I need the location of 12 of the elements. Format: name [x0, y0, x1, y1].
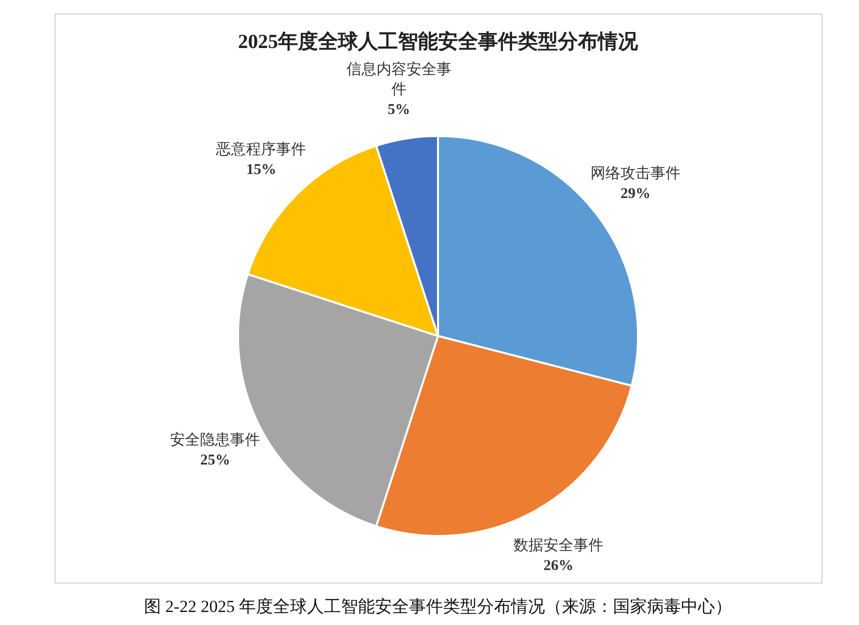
data-label: 5%: [388, 102, 410, 118]
slice-label: 恶意程序事件: [215, 140, 306, 158]
caption: 图 2-22 2025 年度全球人工智能安全事件类型分布情况（来源：国家病毒中心）: [144, 597, 732, 616]
data-label: 15%: [246, 162, 276, 178]
slice-label: 信息内容安全事件: [346, 60, 452, 98]
data-label: 25%: [200, 452, 230, 468]
chart-title: 2025年度全球人工智能安全事件类型分布情况: [238, 30, 639, 53]
slice-label: 数据安全事件: [513, 536, 604, 554]
data-label: 29%: [620, 186, 651, 202]
data-label: 26%: [543, 558, 574, 574]
slice-label: 安全隐患事件: [170, 430, 260, 448]
slice-label: 网络攻击事件: [590, 164, 681, 182]
